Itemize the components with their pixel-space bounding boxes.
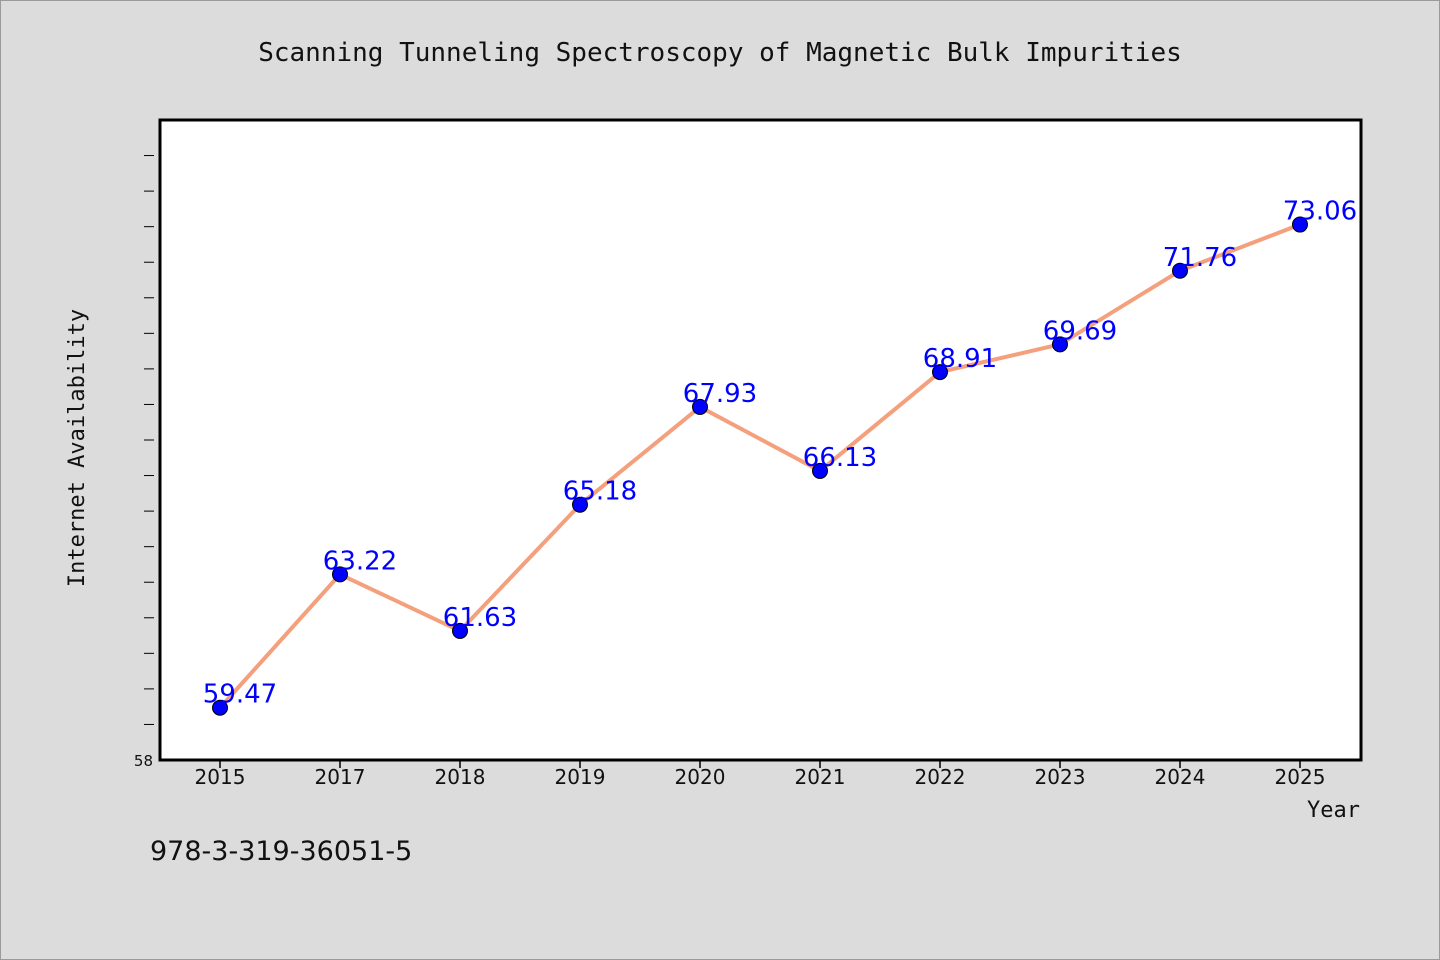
data-label: 66.13: [803, 443, 877, 473]
data-point: [212, 699, 228, 716]
data-point: [692, 398, 708, 415]
data-label: 63.22: [323, 546, 397, 576]
data-point: [452, 622, 468, 639]
x-axis-label: Year: [1307, 798, 1360, 823]
x-tick-label: 2018: [435, 765, 486, 789]
data-label: 67.93: [683, 379, 757, 409]
x-tick-label: 2022: [915, 765, 966, 789]
x-tick-label: 2025: [1275, 765, 1326, 789]
data-label: 68.91: [923, 344, 997, 374]
y-axis-min-label: 58: [134, 752, 153, 770]
y-axis-ticks: [144, 155, 154, 725]
data-point: [932, 364, 948, 381]
isbn-text: 978-3-319-36051-5: [150, 836, 413, 867]
data-label: 69.69: [1043, 316, 1117, 346]
data-label: 73.06: [1283, 197, 1357, 227]
x-tick-label: 2020: [675, 765, 726, 789]
x-tick-label: 2023: [1035, 765, 1086, 789]
data-label: 65.18: [563, 477, 637, 507]
x-tick-label: 2024: [1155, 765, 1206, 789]
chart-title: Scanning Tunneling Spectroscopy of Magne…: [258, 38, 1182, 68]
series-group: 59.47 63.22 61.63 65.18 67.93 66.13 68.91 69.69…: [203, 197, 1357, 716]
data-point: [812, 462, 828, 479]
data-point: [1292, 216, 1308, 233]
x-axis-tick-labels: 2015 2017 2018 2019 2020 2021 2022 2023 2024 2025: [195, 765, 1326, 789]
data-point: [332, 566, 348, 583]
y-axis-label: Internet Availability: [65, 309, 90, 587]
x-tick-label: 2021: [795, 765, 846, 789]
series-line: [218, 222, 1302, 710]
plot-area: [158, 118, 1363, 762]
data-label: 61.63: [443, 603, 517, 633]
x-tick-label: 2015: [195, 765, 246, 789]
x-axis-ticks: [219, 760, 1301, 768]
data-point: [572, 496, 588, 513]
data-label: 71.76: [1163, 243, 1237, 273]
x-tick-label: 2019: [555, 765, 606, 789]
data-point: [1172, 262, 1188, 279]
data-label: 59.47: [203, 680, 277, 710]
data-point: [1052, 336, 1068, 353]
x-tick-label: 2017: [315, 765, 366, 789]
